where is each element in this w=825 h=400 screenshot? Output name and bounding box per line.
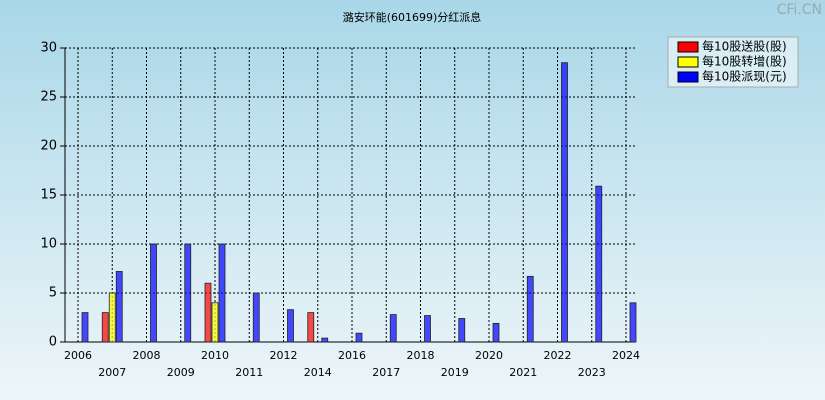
bar — [218, 243, 226, 343]
x-tick-label: 2012 — [270, 349, 298, 362]
watermark: CFi.CN — [777, 2, 822, 18]
x-tick-label: 2010 — [201, 349, 229, 362]
legend-label: 每10股派现(元) — [702, 69, 787, 84]
legend-label: 每10股送股(股) — [702, 39, 787, 54]
bar — [184, 243, 192, 343]
x-tick-label: 2019 — [441, 366, 469, 379]
x-tick-label: 2024 — [612, 349, 640, 362]
bar — [252, 292, 260, 343]
bar — [204, 282, 212, 343]
x-tick-label: 2017 — [372, 366, 400, 379]
y-tick-label: 15 — [40, 188, 57, 203]
y-tick-label: 30 — [40, 41, 57, 56]
x-tick-label: 2022 — [544, 349, 572, 362]
y-tick-label: 5 — [49, 286, 57, 301]
bar — [458, 318, 466, 343]
bar — [307, 312, 315, 343]
bar — [108, 292, 116, 343]
x-tick-label: 2009 — [167, 366, 195, 379]
legend-swatch — [677, 71, 699, 83]
bar — [561, 62, 568, 343]
x-tick-label: 2006 — [64, 349, 92, 362]
legend-swatch — [677, 41, 699, 53]
bar — [629, 302, 637, 343]
x-tick-label: 2011 — [235, 366, 263, 379]
bar — [321, 337, 329, 343]
y-tick-label: 10 — [40, 237, 57, 252]
y-tick-label: 20 — [40, 139, 57, 154]
x-tick-label: 2016 — [338, 349, 366, 362]
bar — [355, 332, 363, 343]
x-tick-label: 2007 — [98, 366, 126, 379]
y-tick-label: 25 — [40, 90, 57, 105]
x-tick-label: 2014 — [304, 366, 332, 379]
bar — [287, 309, 294, 343]
bar — [150, 243, 157, 343]
bar — [526, 275, 534, 343]
x-tick-label: 2023 — [578, 366, 606, 379]
legend-swatch — [677, 56, 699, 68]
bar — [389, 314, 397, 343]
y-tick-label: 0 — [49, 335, 57, 350]
x-tick-label: 2018 — [407, 349, 435, 362]
bar — [81, 312, 89, 343]
bar — [211, 302, 219, 343]
bar — [595, 185, 603, 343]
legend-label: 每10股转增(股) — [702, 54, 787, 69]
bar — [115, 271, 123, 343]
x-tick-label: 2020 — [475, 349, 503, 362]
chart-title: 潞安环能(601699)分红派息 — [343, 10, 482, 24]
bar — [424, 315, 431, 343]
x-tick-label: 2008 — [133, 349, 161, 362]
bar — [492, 322, 500, 343]
bar — [101, 312, 109, 343]
x-tick-label: 2021 — [509, 366, 537, 379]
